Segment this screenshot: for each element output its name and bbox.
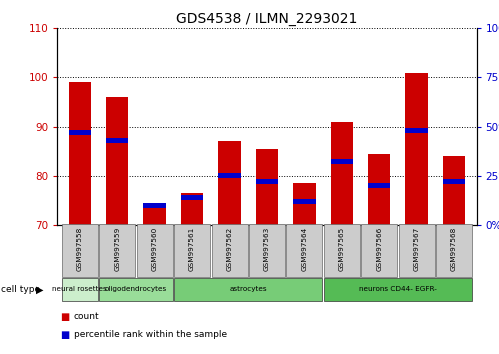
Bar	[106, 97, 128, 225]
Text: GSM997565: GSM997565	[339, 227, 345, 272]
Text: GSM997559: GSM997559	[114, 227, 120, 272]
Title: GDS4538 / ILMN_2293021: GDS4538 / ILMN_2293021	[176, 12, 358, 26]
Text: ■: ■	[60, 312, 69, 322]
Bar	[69, 130, 91, 135]
Bar	[324, 279, 472, 301]
Text: GSM997563: GSM997563	[264, 227, 270, 272]
Text: GSM997561: GSM997561	[189, 227, 195, 272]
Bar	[443, 156, 465, 225]
Bar	[330, 122, 353, 225]
Text: GSM997564: GSM997564	[301, 227, 307, 272]
Bar	[255, 179, 278, 184]
Text: GSM997562: GSM997562	[227, 227, 233, 272]
Bar	[399, 224, 435, 277]
Bar	[218, 173, 241, 178]
Bar	[69, 82, 91, 225]
Text: GSM997568: GSM997568	[451, 227, 457, 272]
Bar	[174, 279, 322, 301]
Bar	[368, 154, 390, 225]
Bar	[62, 224, 98, 277]
Text: GSM997560: GSM997560	[152, 227, 158, 272]
Bar	[436, 224, 472, 277]
Bar	[361, 224, 397, 277]
Bar	[137, 224, 173, 277]
Bar	[62, 279, 98, 301]
Bar	[286, 224, 322, 277]
Text: GSM997566: GSM997566	[376, 227, 382, 272]
Text: GSM997558: GSM997558	[77, 227, 83, 272]
Bar	[174, 224, 210, 277]
Text: count: count	[74, 312, 99, 321]
Bar	[143, 205, 166, 225]
Bar	[293, 183, 315, 225]
Bar	[143, 203, 166, 207]
Bar	[330, 159, 353, 164]
Bar	[405, 73, 428, 225]
Bar	[368, 183, 390, 188]
Bar	[106, 138, 129, 143]
Text: percentile rank within the sample: percentile rank within the sample	[74, 330, 227, 339]
Text: ■: ■	[60, 330, 69, 339]
Bar	[212, 224, 248, 277]
Text: oligodendrocytes: oligodendrocytes	[105, 286, 167, 292]
Bar	[218, 141, 241, 225]
Text: neurons CD44- EGFR-: neurons CD44- EGFR-	[359, 286, 437, 292]
Text: astrocytes: astrocytes	[230, 286, 267, 292]
Text: cell type: cell type	[1, 285, 40, 294]
Text: ▶: ▶	[36, 285, 44, 295]
Bar	[324, 224, 360, 277]
Bar	[249, 224, 285, 277]
Bar	[255, 149, 278, 225]
Bar	[181, 195, 203, 200]
Text: neural rosettes: neural rosettes	[52, 286, 107, 292]
Bar	[99, 224, 135, 277]
Bar	[443, 179, 465, 184]
Bar	[181, 193, 203, 225]
Bar	[99, 279, 173, 301]
Bar	[293, 199, 315, 204]
Text: GSM997567: GSM997567	[414, 227, 420, 272]
Bar	[405, 128, 428, 133]
